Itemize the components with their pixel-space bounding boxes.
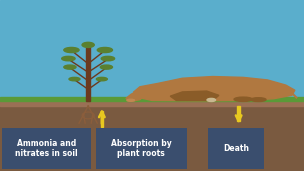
Bar [0, 0, 304, 97]
Bar [0, 97, 304, 101]
Ellipse shape [97, 48, 112, 53]
Text: Ammonia and
nitrates in soil: Ammonia and nitrates in soil [15, 139, 78, 159]
Ellipse shape [100, 65, 112, 69]
Ellipse shape [101, 56, 115, 61]
Bar [0, 101, 304, 106]
Ellipse shape [96, 77, 107, 81]
Ellipse shape [64, 65, 76, 69]
Polygon shape [134, 77, 295, 101]
Text: Absorption by
plant roots: Absorption by plant roots [111, 139, 172, 159]
Bar [208, 128, 264, 169]
Ellipse shape [64, 48, 79, 53]
Ellipse shape [62, 56, 75, 61]
Bar [0, 106, 304, 171]
Bar [101, 111, 103, 127]
Ellipse shape [234, 97, 252, 101]
Ellipse shape [251, 98, 266, 101]
Bar [86, 47, 90, 101]
Bar [237, 106, 240, 121]
Polygon shape [170, 91, 219, 100]
Ellipse shape [69, 77, 80, 81]
Bar [2, 128, 91, 169]
Ellipse shape [82, 42, 94, 47]
Bar [96, 128, 187, 169]
Ellipse shape [207, 98, 216, 102]
Ellipse shape [127, 99, 134, 101]
Polygon shape [126, 90, 144, 101]
Text: Death: Death [223, 144, 249, 153]
